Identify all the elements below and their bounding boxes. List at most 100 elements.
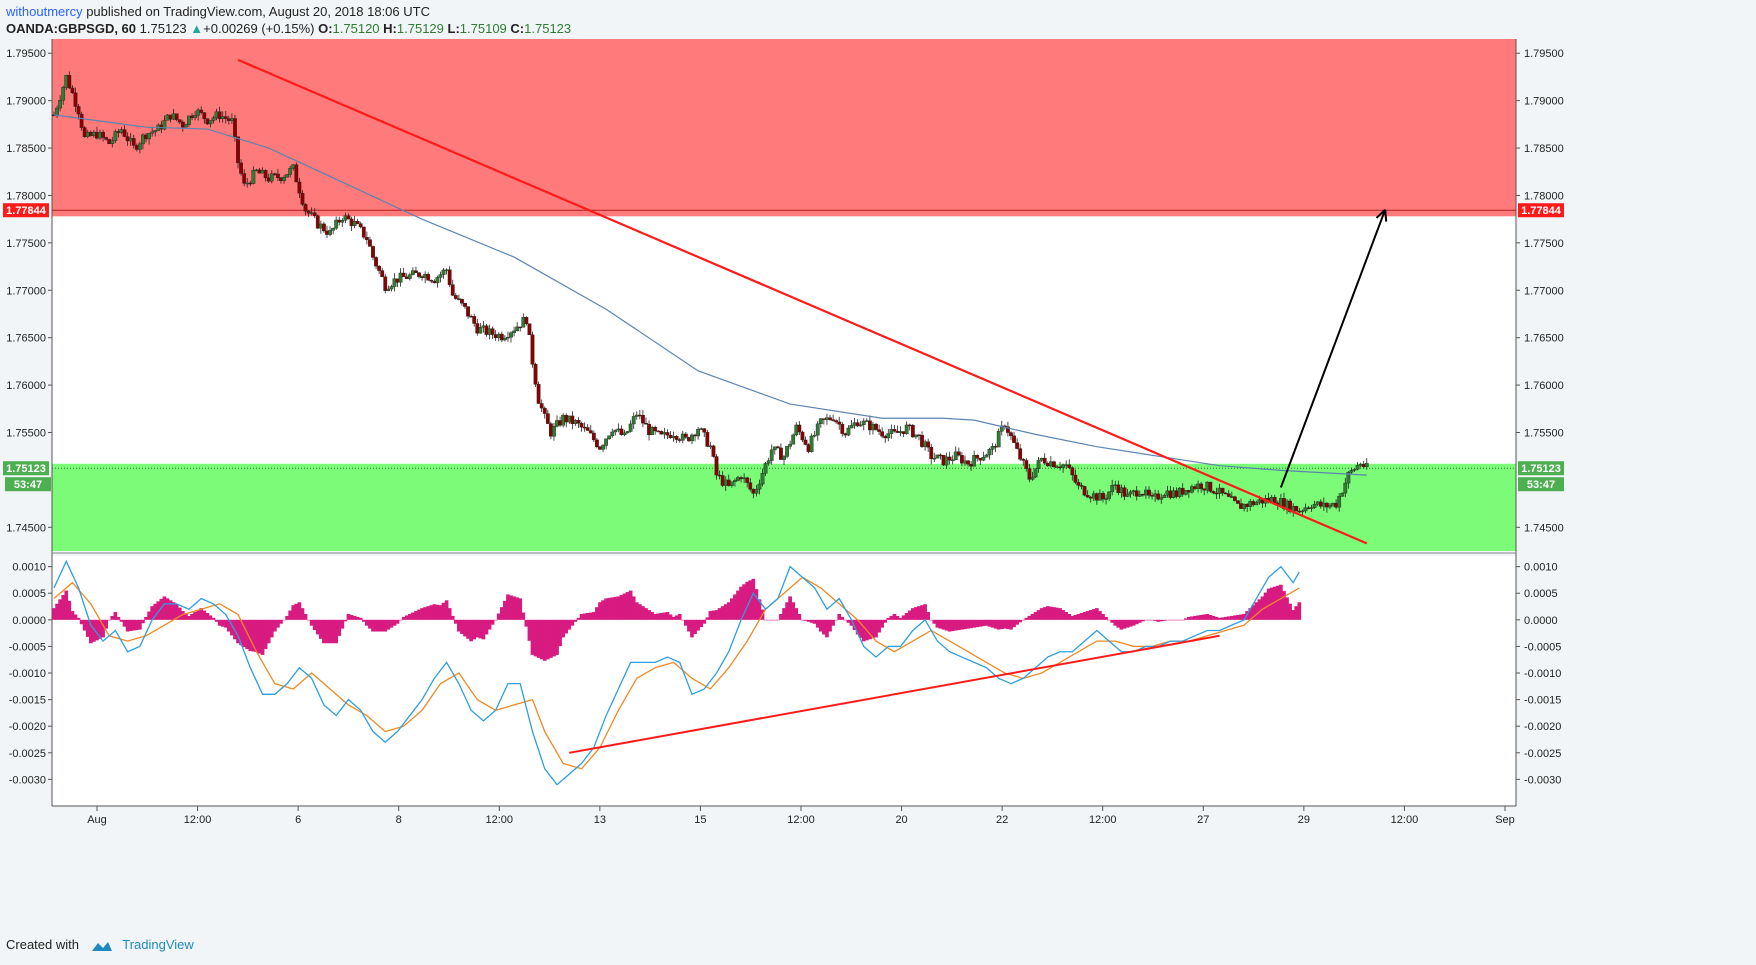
candle-body [426,274,431,281]
candle-body [855,422,860,427]
macd-histogram-bar [1030,613,1035,620]
macd-histogram-bar [503,600,507,620]
candle-body [530,334,535,365]
macd-histogram-bar [279,619,283,624]
macd-histogram-bar [512,596,516,620]
candle-body [438,274,443,278]
macd-histogram-bar [113,612,118,620]
candle-body [674,436,679,440]
candle-body [110,140,115,145]
macd-histogram-bar [426,606,431,620]
macd-histogram-bar [1119,619,1124,630]
macd-histogram-bar [1095,608,1099,620]
macd-histogram-bar [637,604,642,620]
macd-histogram-bar [788,596,792,620]
last-price-tag-text: 1.75123 [1521,463,1561,475]
tradingview-brand[interactable]: TradingView [122,937,194,952]
candle-body [490,328,495,335]
candle-body [1355,465,1360,470]
candle-body [1232,496,1237,501]
candle-body [1012,435,1016,443]
macd-histogram-bar [291,605,296,620]
candle-body [524,317,529,324]
y-tick-label: 1.74500 [6,522,46,534]
candle-body [515,326,520,332]
macd-histogram-bar [1214,616,1219,620]
macd-histogram-bar [269,619,274,638]
candle-body [1312,504,1317,508]
macd-histogram-bar [1049,606,1053,620]
macd-histogram-bar [690,619,694,638]
candle-body [929,446,934,459]
macd-histogram-bar [677,613,682,620]
macd-histogram-bar [506,594,510,620]
macd-tick-label: -0.0020 [1524,721,1561,733]
macd-tick-label: -0.0005 [1524,641,1561,653]
macd-histogram-bar [708,611,713,620]
macd-histogram-bar [999,619,1004,630]
candle-body [251,169,256,184]
macd-histogram-bar [251,619,256,652]
countdown-tag [5,477,51,492]
candle-body [904,424,909,435]
macd-histogram-bar [1254,602,1259,620]
candle-body [162,120,167,130]
macd-histogram-bar [1251,605,1256,620]
candle-body [1352,469,1357,471]
macd-histogram-bar [797,613,802,620]
candle-body [877,429,881,432]
macd-histogram-bar [1045,606,1050,620]
macd-histogram-bar [1177,619,1182,621]
macd-histogram-bar [1196,615,1200,620]
candle-body [705,432,710,447]
candle-body [803,439,808,445]
candle-body [300,192,305,205]
macd-histogram-bar [1141,619,1145,622]
macd-histogram-bar [361,619,366,622]
candle-body [1134,490,1139,497]
macd-histogram-bar [733,594,737,620]
macd-histogram-bar [223,619,228,628]
macd-tick-label: 0.0005 [12,588,46,600]
macd-histogram-bar [297,602,302,620]
macd-histogram-bar [331,619,335,644]
x-tick-label: 27 [1197,814,1209,826]
macd-histogram-bar [849,619,854,626]
candle-body [303,204,308,212]
macd-histogram-bar [450,615,455,620]
macd-histogram-bar [1006,619,1010,630]
macd-histogram-bar [1279,584,1283,620]
macd-histogram-bar [484,619,489,635]
candle-body [996,431,1001,448]
candle-body [1346,471,1351,484]
candle-body [1009,432,1013,437]
macd-histogram-bar [352,615,357,620]
macd-histogram-bar [929,619,934,621]
candle-body [527,323,532,336]
change-arrow-icon: ▲ [190,21,204,36]
macd-histogram-bar [165,598,170,620]
candle-body [429,280,434,282]
countdown-tag [1518,477,1564,492]
macd-histogram-bar [754,589,759,620]
macd-tick-label: 0.0000 [1524,615,1558,627]
candle-body [1364,463,1369,467]
macd-histogram-bar [972,619,977,628]
macd-histogram-bar [383,619,388,632]
macd-histogram-bar [414,611,418,620]
macd-histogram-bar [671,616,676,620]
macd-histogram-bar [309,619,314,626]
macd-histogram-bar [1033,612,1038,620]
macd-histogram-bar [116,616,121,620]
candle-body [1107,491,1112,499]
candle-body [276,173,280,179]
macd-histogram-bar [1217,617,1222,620]
macd-histogram-bar [319,619,323,639]
macd-histogram-bar [1285,597,1289,620]
macd-histogram-bar [794,608,799,620]
macd-histogram-bar [604,598,608,620]
author-link[interactable]: withoutmercy [6,4,83,19]
macd-histogram-bar [1116,619,1121,628]
candle-body [1006,426,1010,433]
